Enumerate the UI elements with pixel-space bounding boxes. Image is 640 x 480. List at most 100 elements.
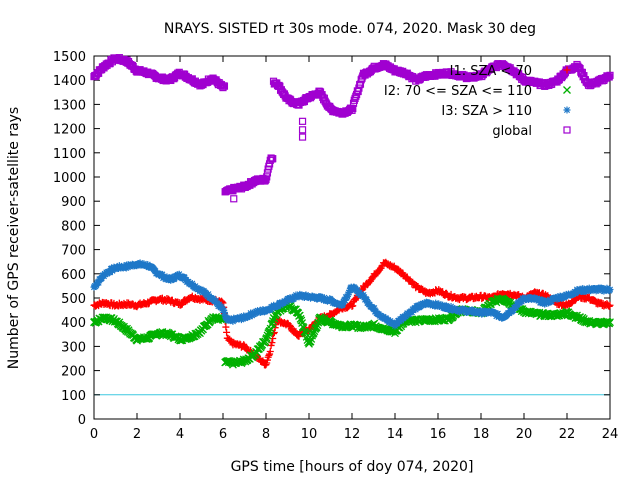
data-point [263,173,271,181]
data-point [366,277,374,285]
data-point [220,82,229,90]
legend-marker [563,106,571,114]
y-tick-label: 0 [78,413,86,428]
data-point [351,94,359,102]
x-tick-label: 22 [559,427,576,442]
y-tick-label: 200 [61,365,86,380]
legend-label: I3: SZA > 110 [441,104,532,119]
x-tick-label: 10 [301,427,318,442]
data-point [95,279,103,287]
data-point [282,298,290,306]
legend-label: I2: 70 <= SZA <= 110 [384,84,532,99]
y-tick-label: 400 [61,316,86,331]
data-point [230,195,238,203]
data-point [408,308,416,316]
data-point [261,177,269,185]
data-point [605,73,613,81]
data-point [606,318,614,327]
y-tick-label: 1500 [53,50,86,65]
y-tick-label: 1400 [53,74,86,89]
y-tick-label: 500 [61,292,86,307]
x-tick-label: 0 [90,427,98,442]
y-tick-label: 1000 [53,171,86,186]
y-tick-label: 1200 [53,123,86,138]
data-point [360,291,368,299]
data-point [447,303,455,311]
data-point [312,323,321,332]
chart-title: NRAYS. SISTED rt 30s mode. 074, 2020. Ma… [164,21,536,37]
data-point [585,284,593,292]
x-tick-label: 4 [176,427,184,442]
data-point [349,302,357,310]
x-axis-label: GPS time [hours of doy 074, 2020] [231,459,474,475]
data-point [348,302,356,310]
y-tick-label: 1300 [53,98,86,113]
x-tick-label: 14 [387,427,404,442]
data-point [298,126,307,134]
x-tick-label: 8 [262,427,270,442]
y-tick-label: 100 [61,389,86,404]
data-point [220,306,228,314]
data-point [442,289,450,297]
data-point [286,321,294,329]
legend: I1: SZA < 70 I2: 70 <= SZA <= 110 I3: SZA … [384,64,571,139]
data-point [262,334,271,342]
data-point [413,282,420,290]
data-point [223,328,231,336]
data-point [265,351,273,359]
data-point [352,92,360,100]
x-tick-label: 18 [473,427,490,442]
data-point [274,302,282,310]
data-point [290,327,298,335]
data-point [188,280,196,288]
data-point [204,290,212,298]
data-point [469,306,477,314]
data-point [266,348,274,356]
legend-marker [563,86,571,94]
data-point [306,337,315,346]
data-point [412,306,420,314]
data-point [512,303,520,311]
data-point [262,361,270,369]
y-axis-label: Number of GPS receiver-satellite rays [6,107,22,369]
y-axis: 0 100 200 300 400 500 600 700 800 900 1000 1100 1200… [53,50,610,428]
data-point [439,301,447,309]
data-point [181,273,189,281]
data-point [349,104,357,113]
data-point [576,64,584,73]
data-point [220,308,228,316]
series-3 [90,54,614,203]
data-point [363,296,371,304]
data-point [606,286,614,294]
y-tick-label: 300 [61,340,86,355]
data-point [606,301,614,309]
series-2 [90,259,614,330]
data-point [298,117,307,125]
y-tick-label: 800 [61,219,86,234]
data-point [268,319,277,328]
x-tick-label: 24 [602,427,619,442]
legend-label: global [492,124,532,139]
data-point [539,296,547,304]
data-point [605,302,613,310]
data-point [548,297,556,305]
data-point [339,300,347,308]
x-tick-label: 16 [430,427,447,442]
data-point [263,169,272,177]
y-tick-label: 700 [61,244,86,259]
data-point [345,289,353,297]
x-axis: 0 2 4 6 8 10 12 14 16 18 20 22 24 [90,56,618,442]
data-point [265,326,274,335]
legend-label: I1: SZA < 70 [450,64,532,79]
x-tick-label: 20 [516,427,533,442]
data-point [222,323,230,331]
data-point [297,316,306,325]
data-point [267,154,275,162]
data-point [219,84,227,92]
legend-marker [563,126,571,134]
data-point [212,297,220,305]
x-tick-label: 6 [219,427,227,442]
data-point [298,133,307,141]
series-layer [90,54,614,369]
